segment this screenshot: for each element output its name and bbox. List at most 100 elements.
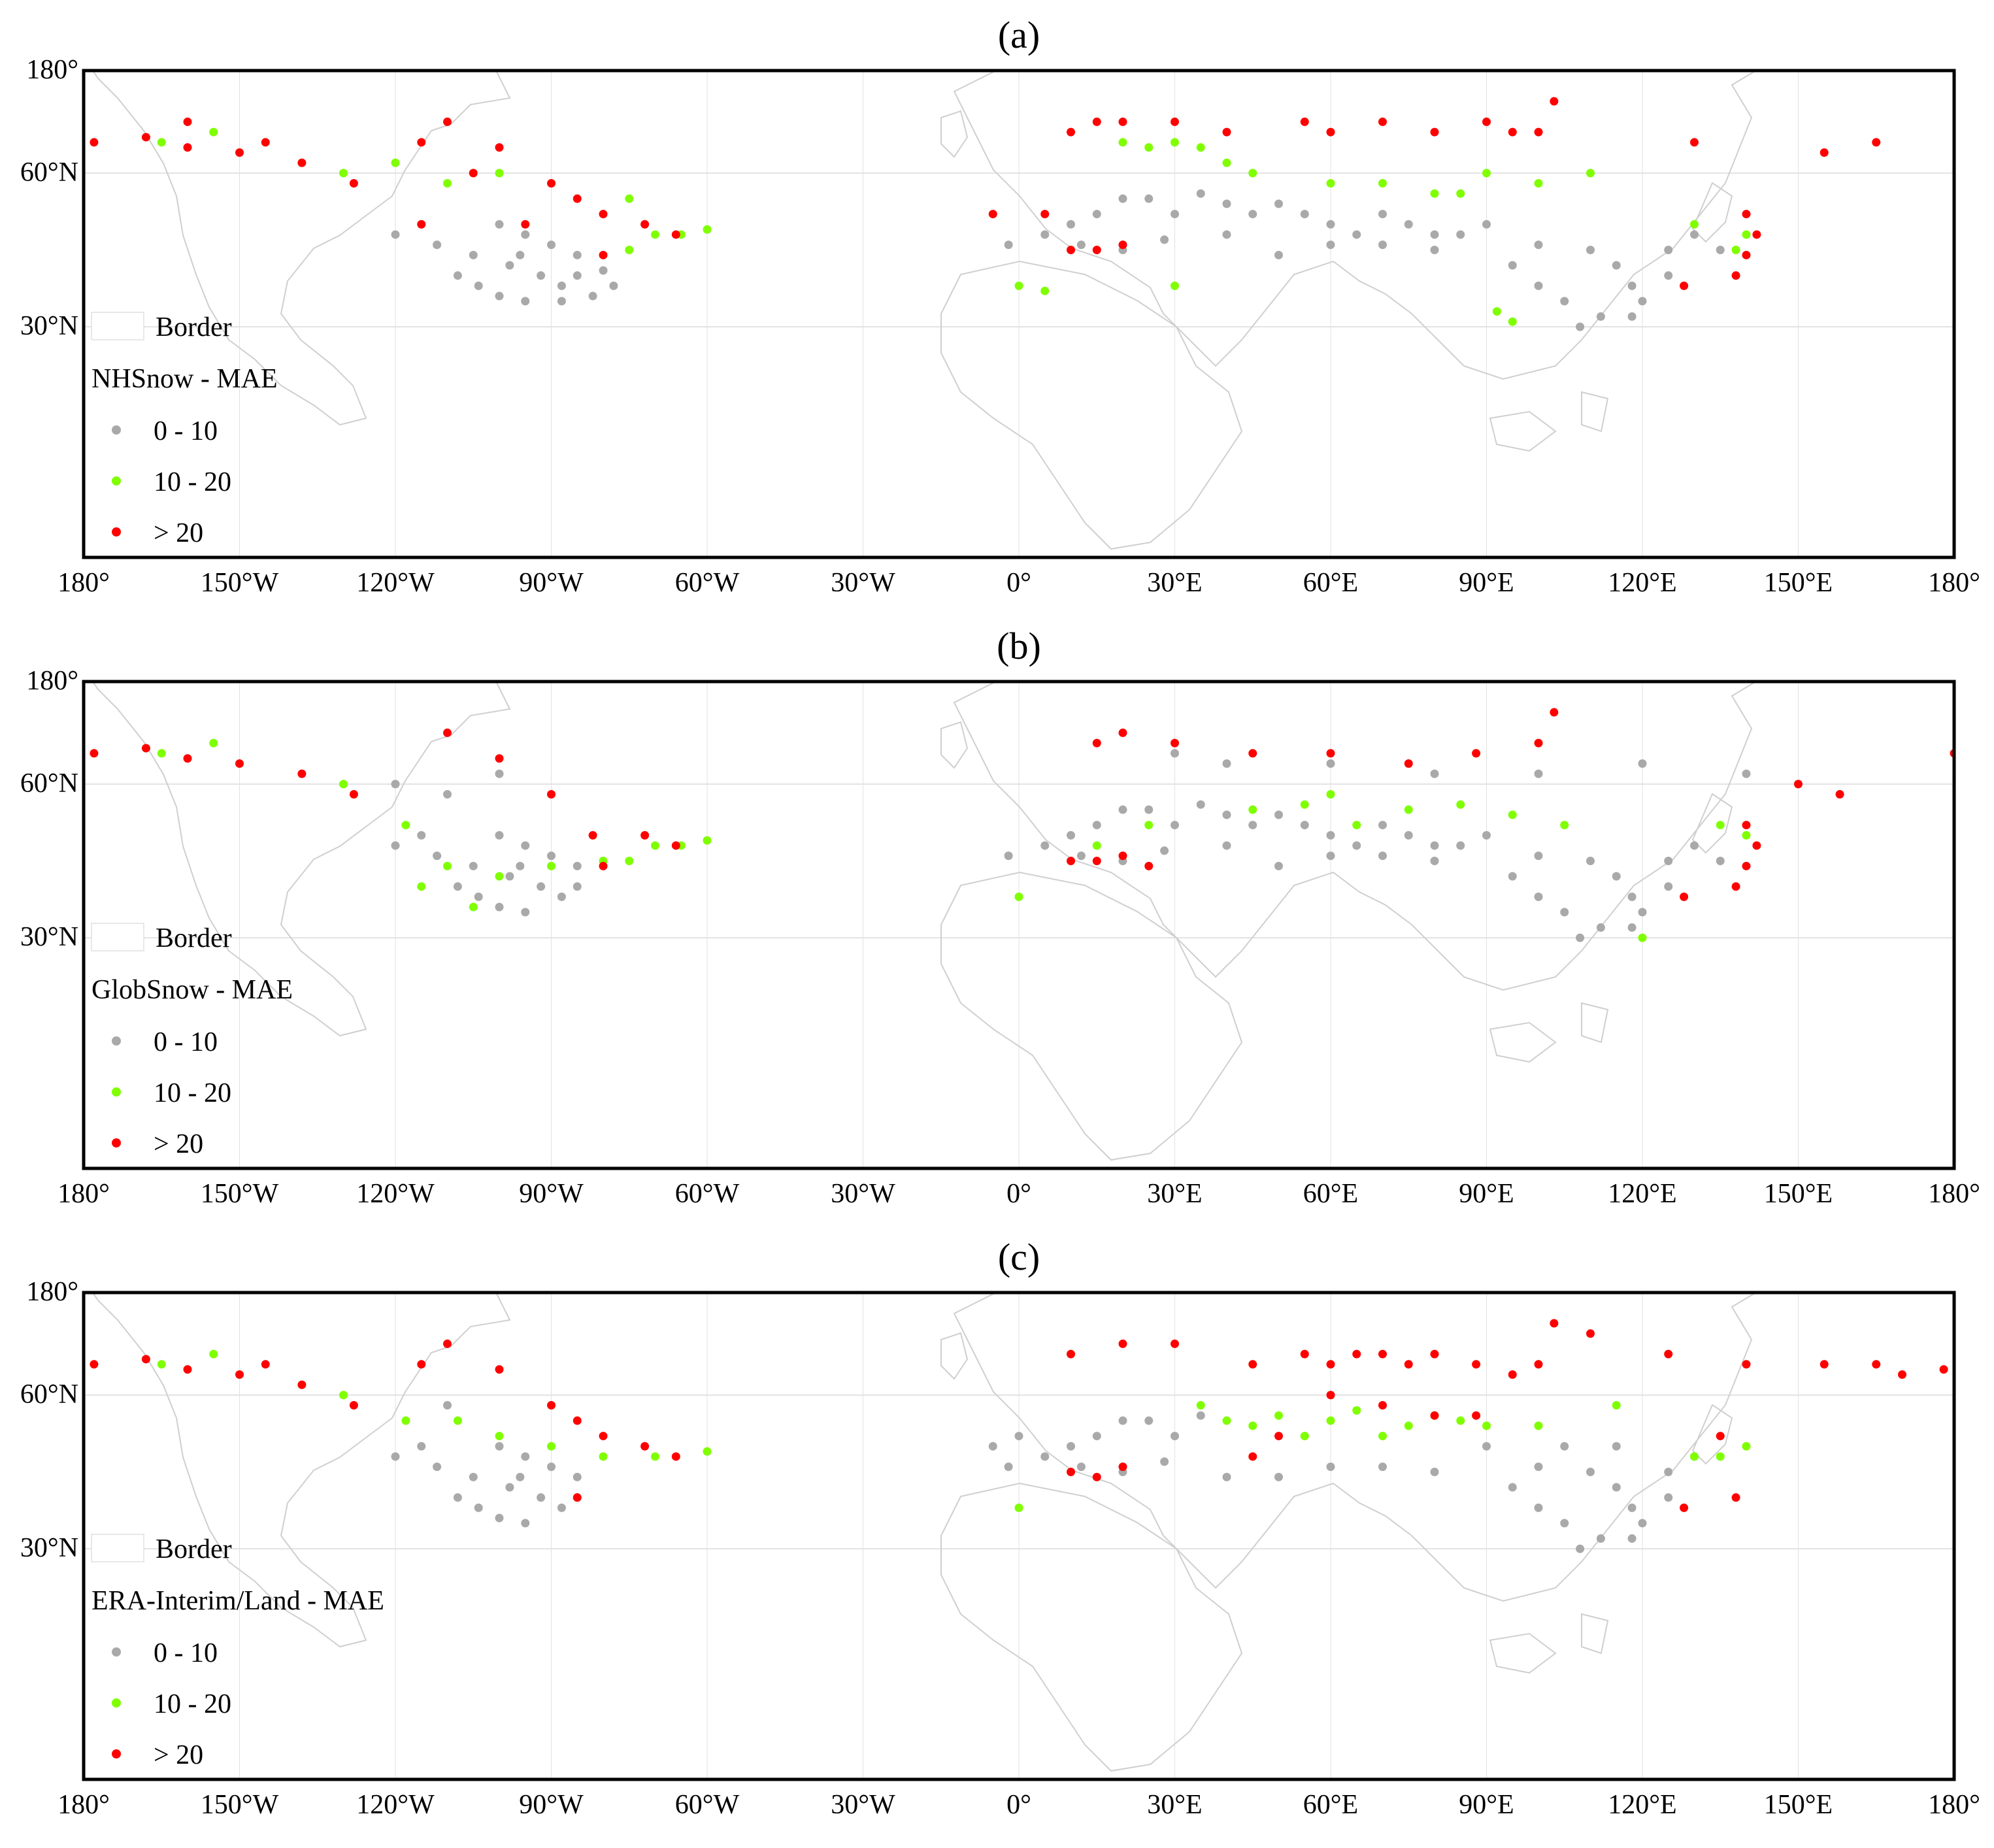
legend-border-label: Border <box>156 923 232 953</box>
x-tick-label: 180° <box>1928 1179 1980 1209</box>
station-point <box>1378 821 1387 830</box>
station-point <box>1872 138 1881 147</box>
station-point <box>1550 1319 1559 1328</box>
y-tick-label: 60°N <box>20 157 78 188</box>
legend-class-label: 0 - 10 <box>154 1638 218 1668</box>
map-panel-b: (b) 180° 60°N 30°N 180° 150°W 120°W 90°W 60°W 30°… <box>20 625 1980 1209</box>
x-tick-label: 150°E <box>1764 1179 1833 1209</box>
station-point <box>1404 759 1413 768</box>
x-tick-label: 30°E <box>1147 1790 1202 1820</box>
station-point <box>505 261 514 270</box>
station-point <box>1430 1411 1439 1420</box>
station-point <box>1404 220 1413 229</box>
station-point <box>1196 1401 1205 1410</box>
station-point <box>537 271 546 280</box>
station-point <box>1456 230 1465 239</box>
station-point <box>1794 780 1803 789</box>
station-point <box>1596 312 1605 321</box>
station-point <box>391 780 400 789</box>
panel-title: (b) <box>997 625 1041 667</box>
station-point <box>469 250 478 259</box>
station-point <box>1118 851 1127 861</box>
station-point <box>703 225 712 234</box>
station-point <box>1664 1349 1673 1359</box>
station-point <box>1472 749 1481 758</box>
station-point <box>1482 1442 1491 1451</box>
station-point <box>547 1442 556 1451</box>
station-point <box>1550 97 1559 106</box>
station-point <box>297 769 307 778</box>
station-point <box>1742 831 1751 840</box>
legend-swatch-mid <box>112 476 121 486</box>
station-point <box>1596 923 1605 932</box>
coastline <box>84 1293 1896 1772</box>
station-point <box>516 1472 525 1481</box>
station-point <box>573 861 582 870</box>
station-point <box>391 158 400 167</box>
station-point <box>651 841 659 850</box>
station-point <box>1404 805 1413 814</box>
station-point <box>1534 738 1543 748</box>
station-point <box>1612 1442 1621 1451</box>
station-point <box>1627 1503 1637 1512</box>
station-point <box>1378 1462 1387 1472</box>
station-point <box>1742 210 1751 219</box>
station-point <box>1222 1472 1231 1481</box>
station-point <box>1638 908 1647 917</box>
station-point <box>261 1360 270 1369</box>
station-point <box>1326 1360 1335 1369</box>
x-tick-label: 120°W <box>356 1179 435 1209</box>
station-point <box>1534 1462 1543 1472</box>
x-tick-label: 180° <box>1928 568 1980 598</box>
map-panel-a: (a) 180° 60°N 30°N 180° 150°W 120°W 90°W 60°W 30°… <box>20 14 1980 598</box>
station-point <box>1664 882 1673 891</box>
station-point <box>1118 728 1127 737</box>
station-point <box>516 861 525 870</box>
legend-swatch-low <box>112 425 121 435</box>
station-point <box>1326 179 1335 188</box>
station-point <box>1326 1416 1335 1425</box>
station-point <box>1378 1401 1387 1410</box>
station-point <box>1560 1519 1569 1528</box>
station-point <box>573 1472 582 1481</box>
station-point <box>1300 800 1309 809</box>
x-tick-label: 30°W <box>831 568 895 598</box>
station-point <box>157 1360 166 1369</box>
station-point <box>1456 1416 1465 1425</box>
station-point <box>1560 1442 1569 1451</box>
station-point <box>1534 892 1543 901</box>
station-point <box>443 1339 452 1348</box>
station-point <box>1274 1411 1283 1420</box>
station-point <box>453 882 462 891</box>
station-point <box>1378 1432 1387 1441</box>
station-point <box>1171 821 1179 830</box>
y-tick-label: 60°N <box>20 768 78 799</box>
station-point <box>1196 189 1205 198</box>
series-0-10 <box>391 749 1751 942</box>
station-point <box>1118 117 1127 126</box>
x-tick-label: 0° <box>1006 568 1031 598</box>
station-point <box>1534 1421 1543 1430</box>
station-point <box>469 902 478 912</box>
legend-class-label: > 20 <box>154 1740 203 1770</box>
station-point <box>1596 1534 1605 1543</box>
station-point <box>1222 810 1231 819</box>
station-point <box>90 1360 99 1369</box>
station-point <box>1222 199 1231 208</box>
station-point <box>1534 1503 1543 1512</box>
station-point <box>537 1493 546 1502</box>
station-point <box>1482 1421 1491 1430</box>
station-point <box>1820 1360 1829 1369</box>
station-point <box>1508 127 1517 137</box>
station-point <box>573 882 582 891</box>
station-point <box>339 780 348 789</box>
station-point <box>1456 800 1465 809</box>
station-point <box>547 851 556 861</box>
station-point <box>183 1365 192 1374</box>
station-point <box>417 1360 426 1369</box>
station-point <box>599 250 608 259</box>
station-point <box>339 1391 348 1400</box>
station-point <box>1731 271 1740 280</box>
station-point <box>495 769 504 778</box>
